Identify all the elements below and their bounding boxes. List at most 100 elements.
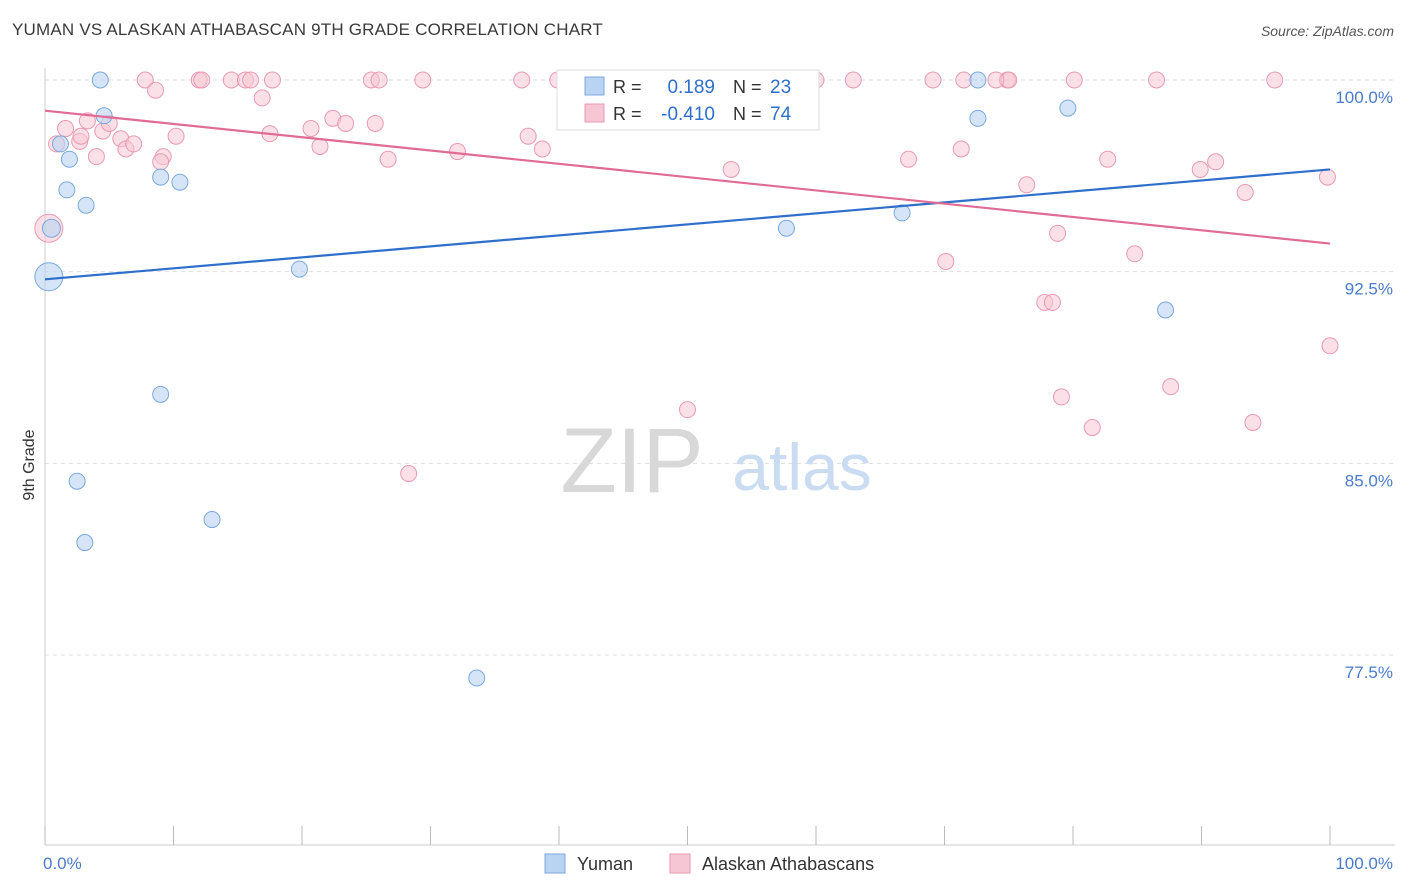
legend-label-alaskan: Alaskan Athabascans	[702, 854, 874, 874]
x-tick-label: 0.0%	[43, 854, 82, 873]
data-point-alaskan-athabascans	[1236, 183, 1254, 201]
data-point-alaskan-athabascans	[1083, 419, 1101, 437]
data-point-alaskan-athabascans	[1018, 176, 1036, 194]
data-point-alaskan-athabascans	[937, 252, 955, 270]
watermark-atlas: atlas	[732, 430, 871, 504]
data-point-alaskan-athabascans	[400, 465, 418, 483]
y-tick-label: 77.5%	[1345, 663, 1393, 682]
y-tick-label: 100.0%	[1335, 88, 1393, 107]
data-point-alaskan-athabascans	[987, 71, 1005, 89]
data-point-alaskan-athabascans	[337, 114, 355, 132]
data-point-alaskan-athabascans	[1065, 71, 1083, 89]
data-point-alaskan-athabascans	[366, 114, 384, 132]
data-point-alaskan-athabascans	[533, 140, 551, 158]
series-yuman-points	[34, 71, 1175, 687]
data-point-alaskan-athabascans	[722, 160, 740, 178]
watermark-zip: ZIP	[560, 410, 703, 512]
x-tick-label: 100.0%	[1335, 854, 1393, 873]
trend-lines	[44, 109, 1331, 281]
x-tick-labels: 0.0% 100.0%	[43, 854, 1393, 873]
trend-line-yuman	[44, 168, 1331, 281]
data-point-yuman	[58, 181, 76, 199]
axes	[44, 68, 1395, 846]
data-point-alaskan-athabascans	[1318, 168, 1336, 186]
data-point-alaskan-athabascans	[1207, 153, 1225, 171]
data-point-alaskan-athabascans	[1148, 71, 1166, 89]
data-point-yuman	[969, 71, 987, 89]
data-point-yuman	[41, 218, 61, 238]
data-point-alaskan-athabascans	[924, 71, 942, 89]
data-point-alaskan-athabascans	[1321, 337, 1339, 355]
data-point-alaskan-athabascans	[414, 71, 432, 89]
data-point-alaskan-athabascans	[1162, 378, 1180, 396]
series-legend: Yuman Alaskan Athabascans	[544, 853, 874, 874]
data-point-alaskan-athabascans	[147, 81, 165, 99]
data-point-alaskan-athabascans	[1126, 245, 1144, 263]
data-point-alaskan-athabascans	[136, 71, 154, 89]
data-point-yuman	[203, 511, 221, 529]
legend-swatch-alaskan	[669, 853, 691, 874]
stats-r-label-yuman: R =	[613, 77, 642, 97]
data-point-yuman	[76, 534, 94, 552]
stats-r-value-yuman: 0.189	[667, 77, 715, 98]
data-point-yuman	[152, 385, 170, 403]
data-point-alaskan-athabascans	[679, 401, 696, 419]
data-point-alaskan-athabascans	[222, 71, 240, 89]
stats-n-label-yuman: N =	[733, 77, 762, 97]
data-point-alaskan-athabascans	[519, 127, 537, 145]
data-point-yuman	[60, 150, 78, 168]
data-point-alaskan-athabascans	[379, 150, 397, 168]
stats-n-value-alaskan: 74	[770, 104, 792, 125]
data-point-alaskan-athabascans	[167, 127, 185, 145]
data-point-yuman	[290, 260, 308, 278]
y-tick-label: 92.5%	[1345, 280, 1393, 299]
stats-r-label-alaskan: R =	[613, 104, 642, 124]
data-point-yuman	[777, 219, 795, 237]
data-point-alaskan-athabascans	[242, 71, 260, 89]
data-point-alaskan-athabascans	[900, 150, 918, 168]
data-point-alaskan-athabascans	[955, 71, 973, 89]
data-point-alaskan-athabascans	[253, 89, 271, 107]
data-point-alaskan-athabascans	[311, 137, 329, 155]
trend-line-alaskan-athabascans	[44, 109, 1331, 245]
data-point-alaskan-athabascans	[952, 140, 970, 158]
data-point-alaskan-athabascans	[1244, 413, 1262, 431]
data-point-alaskan-athabascans	[87, 148, 105, 166]
data-point-alaskan-athabascans	[370, 71, 388, 89]
y-axis-label: 9th Grade	[21, 429, 38, 500]
stats-r-value-alaskan: -0.410	[661, 104, 715, 125]
data-point-alaskan-athabascans	[1191, 160, 1209, 178]
data-point-alaskan-athabascans	[448, 143, 466, 161]
legend-label-yuman: Yuman	[577, 854, 633, 874]
data-point-yuman	[68, 472, 86, 490]
data-point-alaskan-athabascans	[1099, 150, 1117, 168]
watermark: ZIP atlas	[560, 410, 871, 512]
source-label: Source: ZipAtlas.com	[1260, 23, 1394, 39]
data-point-alaskan-athabascans	[1052, 388, 1070, 406]
stats-n-label-alaskan: N =	[733, 104, 762, 124]
data-point-yuman	[1157, 301, 1175, 319]
data-point-alaskan-athabascans	[57, 120, 75, 138]
data-point-alaskan-athabascans	[513, 71, 531, 89]
data-point-yuman	[1059, 99, 1077, 117]
data-point-yuman	[91, 71, 109, 89]
data-point-yuman	[34, 262, 64, 292]
data-point-alaskan-athabascans	[125, 135, 143, 153]
chart-title: YUMAN VS ALASKAN ATHABASCAN 9TH GRADE CO…	[12, 20, 604, 39]
data-point-yuman	[171, 173, 189, 191]
y-tick-label: 85.0%	[1345, 471, 1393, 490]
data-point-alaskan-athabascans	[152, 153, 170, 171]
data-point-yuman	[468, 669, 486, 687]
data-point-yuman	[51, 135, 69, 153]
stats-legend: R = 0.189 N = 23 R = -0.410 N = 74	[556, 69, 820, 131]
data-point-yuman	[77, 196, 95, 214]
data-point-alaskan-athabascans	[263, 71, 281, 89]
data-point-yuman	[969, 109, 987, 127]
data-point-alaskan-athabascans	[1049, 224, 1067, 242]
data-point-alaskan-athabascans	[1043, 293, 1061, 311]
stats-legend-swatch-yuman	[584, 76, 605, 96]
legend-swatch-yuman	[544, 853, 566, 874]
data-point-alaskan-athabascans	[72, 127, 90, 145]
